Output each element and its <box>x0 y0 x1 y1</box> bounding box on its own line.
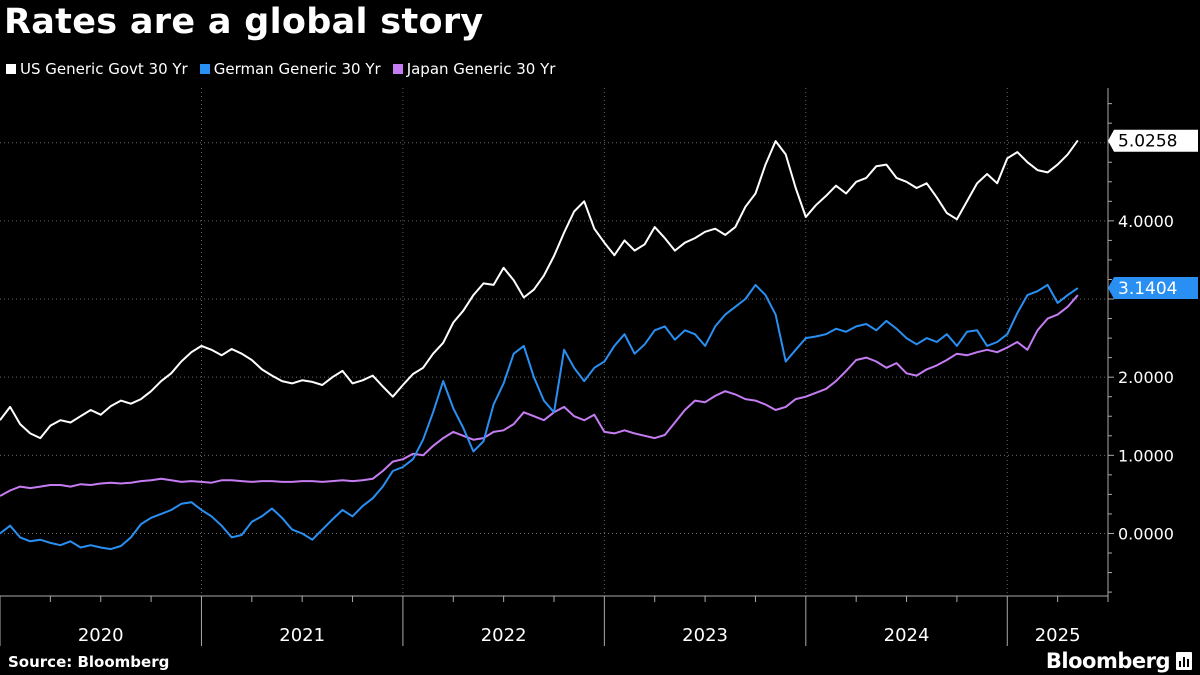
legend-item-us: US Generic Govt 30 Yr <box>6 60 188 78</box>
legend-label-german: German Generic 30 Yr <box>213 60 381 78</box>
legend-label-us: US Generic Govt 30 Yr <box>20 60 188 78</box>
x-tick-label: 2022 <box>481 625 527 646</box>
y-tick-label: 1.0000 <box>1118 446 1174 465</box>
source-note: Source: Bloomberg <box>8 653 170 671</box>
x-tick-label: 2025 <box>1035 625 1081 646</box>
x-tick-label: 2023 <box>682 625 728 646</box>
series-line-german <box>0 283 1079 551</box>
legend-swatch-japan <box>392 64 403 74</box>
legend-item-german: German Generic 30 Yr <box>199 60 381 78</box>
x-tick-label: 2020 <box>78 625 124 646</box>
x-tick-label: 2024 <box>884 625 930 646</box>
legend-label-japan: Japan Generic 30 Yr <box>406 60 556 78</box>
last-value-label-us: 5.0258 <box>1118 132 1177 152</box>
y-tick-label: 4.0000 <box>1118 212 1174 231</box>
y-tick-label: 2.0000 <box>1118 368 1174 387</box>
last-value-badge-us <box>1108 129 1198 152</box>
legend-swatch-german <box>199 64 210 74</box>
series-line-japan <box>0 294 1079 497</box>
legend: US Generic Govt 30 Yr German Generic 30 … <box>6 60 555 78</box>
last-value-badge-german <box>1108 277 1198 300</box>
y-tick-label: 0.0000 <box>1118 524 1174 543</box>
chart-title: Rates are a global story <box>4 2 484 42</box>
legend-item-japan: Japan Generic 30 Yr <box>392 60 556 78</box>
bloomberg-logo: Bloomberg <box>1046 649 1192 673</box>
last-value-label-german: 3.1404 <box>1118 279 1177 299</box>
legend-swatch-us <box>6 64 16 74</box>
bar-chart-icon <box>1176 652 1192 670</box>
series-line-us <box>0 139 1079 440</box>
x-tick-label: 2021 <box>279 625 325 646</box>
brand-name: Bloomberg <box>1045 649 1171 673</box>
